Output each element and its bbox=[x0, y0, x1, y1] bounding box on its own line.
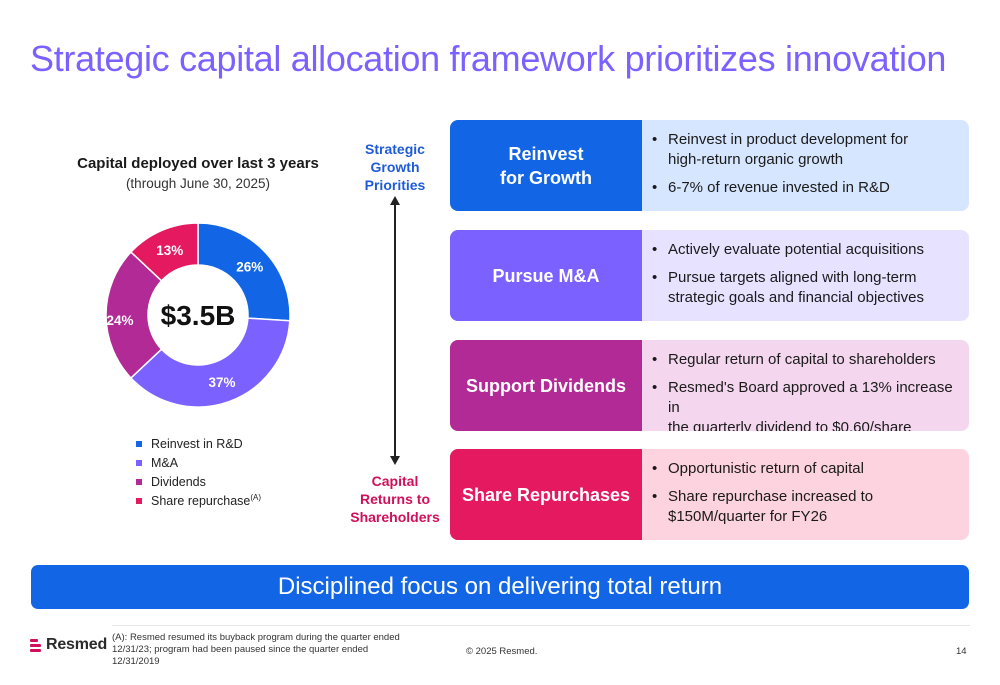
priority-label-line: Reinvest bbox=[508, 143, 584, 164]
axis-top-line: Growth bbox=[370, 159, 420, 175]
footnote-line: 12/31/23; program had been paused since … bbox=[112, 644, 369, 667]
resmed-logo-icon bbox=[30, 637, 41, 653]
axis-label-capital-returns: Capital Returns to Shareholders bbox=[346, 472, 444, 526]
axis-line bbox=[394, 202, 396, 460]
priority-label-line: Pursue M&A bbox=[492, 265, 600, 286]
axis-top-line: Strategic bbox=[365, 141, 425, 157]
footer-divider bbox=[112, 625, 970, 626]
bullet-line: Regular return of capital to shareholder… bbox=[668, 351, 936, 368]
priority-label: Support Dividends bbox=[450, 340, 642, 431]
donut-slice-share-repurchase bbox=[129, 222, 199, 282]
legend-label: Share repurchase(A) bbox=[151, 492, 262, 509]
bullet-item: Actively evaluate potential acquisitions bbox=[652, 240, 955, 260]
bullet-line: Reinvest in product development for bbox=[668, 131, 909, 148]
donut-label-share-repurchase: 13% bbox=[156, 243, 183, 258]
legend-footnote-mark: (A) bbox=[250, 492, 262, 502]
axis-label-strategic-growth-priorities: Strategic Growth Priorities bbox=[350, 140, 440, 194]
footnote: (A): Resmed resumed its buyback program … bbox=[112, 632, 412, 668]
bullet-line: Resmed's Board approved a 13% increase i… bbox=[668, 379, 953, 416]
priority-card-reinvest-for-growth: Reinvest for Growth Reinvest in product de… bbox=[450, 120, 969, 211]
priority-details: Regular return of capital to shareholder… bbox=[642, 340, 969, 431]
legend-swatch bbox=[136, 459, 142, 466]
bullet-line: 6-7% of revenue invested in R&D bbox=[668, 179, 890, 196]
bullet-line: Pursue targets aligned with long-term bbox=[668, 269, 917, 286]
donut-slice-dividends bbox=[105, 250, 163, 380]
priority-card-pursue-ma: Pursue M&A Actively evaluate potential ac… bbox=[450, 230, 969, 321]
bullet-line: Actively evaluate potential acquisitions bbox=[668, 241, 924, 258]
slide-title: Strategic capital allocation framework p… bbox=[30, 38, 947, 79]
chart-legend: Reinvest in R&D M&A Dividends Share repurch… bbox=[136, 434, 261, 510]
bullet-item: Share repurchase increased to $150M/quart… bbox=[652, 487, 955, 527]
axis-top-line: Priorities bbox=[364, 177, 426, 193]
legend-label: M&A bbox=[151, 455, 179, 470]
priority-details: Opportunistic return of capital Share rep… bbox=[642, 449, 969, 540]
priority-details: Reinvest in product development for high-… bbox=[642, 120, 969, 211]
bullet-line: $150M/quarter for FY26 bbox=[668, 508, 828, 525]
donut-label-reinvest: 26% bbox=[236, 259, 263, 274]
priority-details: Actively evaluate potential acquisitions… bbox=[642, 230, 969, 321]
legend-item: Share repurchase(A) bbox=[136, 491, 261, 510]
legend-label: Reinvest in R&D bbox=[151, 436, 243, 451]
priority-label-line: for Growth bbox=[500, 167, 592, 188]
donut-label-ma: 37% bbox=[209, 375, 236, 390]
bullet-item: Opportunistic return of capital bbox=[652, 459, 955, 479]
priority-label-text: Share Repurchases bbox=[462, 483, 630, 507]
page-number: 14 bbox=[956, 646, 967, 657]
legend-swatch bbox=[136, 440, 142, 447]
priority-label: Reinvest for Growth bbox=[450, 120, 642, 211]
total-return-banner: Disciplined focus on delivering total re… bbox=[31, 565, 969, 609]
bullet-item: 6-7% of revenue invested in R&D bbox=[652, 178, 955, 198]
priority-card-support-dividends: Support Dividends Regular return of capit… bbox=[450, 340, 969, 431]
legend-swatch bbox=[136, 478, 142, 485]
bullet-line: strategic goals and financial objectives bbox=[668, 289, 924, 306]
bullet-item: Pursue targets aligned with long-term str… bbox=[652, 268, 955, 308]
copyright: © 2025 Resmed. bbox=[466, 646, 538, 657]
legend-item: M&A bbox=[136, 453, 261, 472]
priority-label-line: Share Repurchases bbox=[461, 484, 631, 505]
legend-label: Dividends bbox=[151, 474, 206, 489]
donut-label-dividends: 24% bbox=[106, 313, 133, 328]
arrow-up-icon bbox=[389, 196, 400, 205]
donut-chart: 26% 37% 24% 13% $3.5B bbox=[105, 222, 291, 408]
donut-slice-ma bbox=[129, 317, 291, 408]
priority-label-text: Support Dividends bbox=[466, 374, 626, 398]
priority-label-text: Reinvest for Growth bbox=[500, 142, 592, 190]
priority-label-text: Pursue M&A bbox=[492, 264, 599, 288]
resmed-logo: Resmed bbox=[30, 636, 107, 654]
bullet-item: Reinvest in product development for high-… bbox=[652, 130, 955, 170]
priority-card-share-repurchases: Share Repurchases Opportunistic return of… bbox=[450, 449, 969, 540]
bullet-item: Regular return of capital to shareholder… bbox=[652, 350, 955, 370]
bullet-item: Resmed's Board approved a 13% increase i… bbox=[652, 378, 955, 431]
chart-title: Capital deployed over last 3 years bbox=[77, 155, 319, 172]
axis-bottom-line: Shareholders bbox=[350, 509, 440, 525]
bullet-line: the quarterly dividend to $0.60/share bbox=[668, 419, 912, 431]
legend-swatch bbox=[136, 497, 142, 504]
donut-center-label: $3.5B bbox=[161, 300, 236, 331]
arrow-down-icon bbox=[389, 456, 400, 465]
bullet-line: high-return organic growth bbox=[668, 151, 844, 168]
priority-label: Share Repurchases bbox=[450, 449, 642, 540]
priority-label-line: Support Dividends bbox=[465, 375, 626, 396]
legend-item: Dividends bbox=[136, 472, 261, 491]
chart-subtitle: (through June 30, 2025) bbox=[125, 176, 271, 191]
footnote-line: (A): Resmed resumed its buyback program … bbox=[112, 632, 400, 643]
priority-label: Pursue M&A bbox=[450, 230, 642, 321]
donut-slice-reinvest bbox=[197, 222, 291, 322]
axis-bottom-line: Capital bbox=[371, 473, 419, 489]
bullet-line: Opportunistic return of capital bbox=[668, 460, 864, 477]
bullet-line: Share repurchase increased to bbox=[668, 488, 874, 505]
axis-bottom-line: Returns to bbox=[360, 491, 430, 507]
legend-item: Reinvest in R&D bbox=[136, 434, 261, 453]
logo-text: Resmed bbox=[46, 636, 108, 653]
